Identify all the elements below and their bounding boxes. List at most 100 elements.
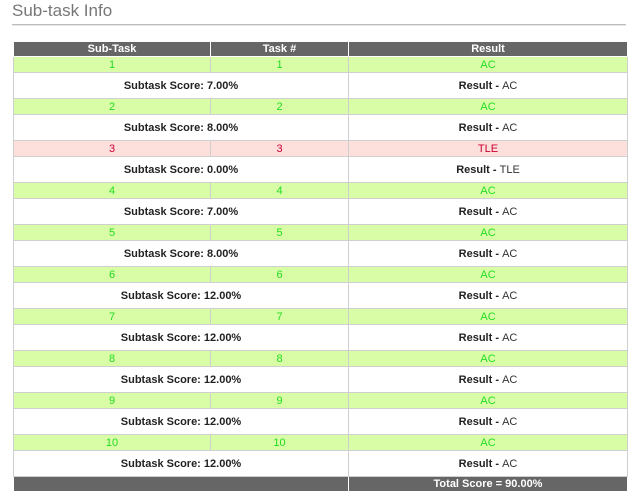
result-label: Result - [458, 121, 503, 134]
result-label: Result - [458, 205, 503, 218]
result-value: AC [502, 205, 518, 218]
subtask-result: Result - AC [348, 408, 628, 435]
subtask-score: Subtask Score: 12.00% [13, 282, 349, 309]
page-title: Sub-task Info [12, 1, 113, 20]
subtask-cell: 4 [13, 182, 211, 199]
subtask-score-row: Subtask Score: 0.00% Result - TLE [13, 156, 628, 183]
result-status-cell: AC [348, 350, 628, 367]
subtask-score-row: Subtask Score: 12.00% Result - AC [13, 282, 628, 309]
result-value: AC [502, 247, 518, 260]
subtask-score: Subtask Score: 12.00% [13, 408, 349, 435]
total-spacer [13, 476, 349, 492]
task-cell: 6 [210, 266, 349, 283]
result-value: AC [502, 373, 518, 386]
subtask-score: Subtask Score: 8.00% [13, 240, 349, 267]
table-row: 1 1 AC [13, 56, 628, 73]
result-label: Result - [458, 247, 503, 260]
subtask-cell: 2 [13, 98, 211, 115]
task-cell: 9 [210, 392, 349, 409]
subtask-cell: 3 [13, 140, 211, 157]
table-row: 7 7 AC [13, 308, 628, 325]
task-cell: 1 [210, 56, 349, 73]
subtask-table: Sub-Task Task # Result 1 1 AC Subtask Score… [13, 41, 628, 492]
subtask-score: Subtask Score: 7.00% [13, 198, 349, 225]
result-value: AC [502, 331, 518, 344]
subtask-cell: 5 [13, 224, 211, 241]
result-label: Result - [458, 331, 503, 344]
subtask-result: Result - AC [348, 324, 628, 351]
subtask-score-row: Subtask Score: 12.00% Result - AC [13, 450, 628, 477]
result-value: AC [502, 289, 518, 302]
subtask-score: Subtask Score: 12.00% [13, 450, 349, 477]
subtask-score: Subtask Score: 7.00% [13, 72, 349, 99]
subtask-score-row: Subtask Score: 12.00% Result - AC [13, 324, 628, 351]
total-row: Total Score = 90.00% [13, 476, 628, 492]
result-label: Result - [458, 415, 503, 428]
result-status-cell: AC [348, 434, 628, 451]
result-status-cell: AC [348, 266, 628, 283]
result-status-cell: AC [348, 182, 628, 199]
table-row: 9 9 AC [13, 392, 628, 409]
subtask-cell: 9 [13, 392, 211, 409]
result-status-cell: AC [348, 224, 628, 241]
result-label: Result - [458, 79, 503, 92]
table-row: 6 6 AC [13, 266, 628, 283]
task-cell: 7 [210, 308, 349, 325]
table-row: 8 8 AC [13, 350, 628, 367]
subtask-score-row: Subtask Score: 8.00% Result - AC [13, 240, 628, 267]
subtask-score-row: Subtask Score: 12.00% Result - AC [13, 366, 628, 393]
subtask-score: Subtask Score: 12.00% [13, 324, 349, 351]
result-status-cell: TLE [348, 140, 628, 157]
task-cell: 10 [210, 434, 349, 451]
result-label: Result - [456, 163, 500, 176]
subtask-result: Result - AC [348, 114, 628, 141]
column-header-result: Result [348, 41, 628, 57]
table-row: 5 5 AC [13, 224, 628, 241]
table-header-row: Sub-Task Task # Result [13, 41, 628, 57]
subtask-score: Subtask Score: 12.00% [13, 366, 349, 393]
result-value: AC [502, 415, 518, 428]
result-value: AC [502, 457, 518, 470]
subtask-score-row: Subtask Score: 7.00% Result - AC [13, 72, 628, 99]
task-cell: 5 [210, 224, 349, 241]
subtask-score: Subtask Score: 0.00% [13, 156, 349, 183]
subtask-score-row: Subtask Score: 8.00% Result - AC [13, 114, 628, 141]
result-label: Result - [458, 289, 503, 302]
result-value: AC [502, 121, 518, 134]
task-cell: 8 [210, 350, 349, 367]
column-header-task: Task # [210, 41, 349, 57]
result-status-cell: AC [348, 98, 628, 115]
result-value: TLE [499, 163, 520, 176]
table-row: 2 2 AC [13, 98, 628, 115]
subtask-cell: 1 [13, 56, 211, 73]
table-row: 10 10 AC [13, 434, 628, 451]
subtask-score-row: Subtask Score: 12.00% Result - AC [13, 408, 628, 435]
title-divider [12, 24, 626, 26]
subtask-cell: 10 [13, 434, 211, 451]
result-value: AC [502, 79, 518, 92]
task-cell: 3 [210, 140, 349, 157]
subtask-score: Subtask Score: 8.00% [13, 114, 349, 141]
subtask-cell: 8 [13, 350, 211, 367]
task-cell: 2 [210, 98, 349, 115]
table-row: 3 3 TLE [13, 140, 628, 157]
total-score: Total Score = 90.00% [348, 476, 628, 492]
result-label: Result - [458, 373, 503, 386]
result-status-cell: AC [348, 56, 628, 73]
subtask-result: Result - AC [348, 240, 628, 267]
result-status-cell: AC [348, 392, 628, 409]
subtask-result: Result - AC [348, 366, 628, 393]
result-label: Result - [458, 457, 503, 470]
subtask-result: Result - AC [348, 198, 628, 225]
subtask-result: Result - AC [348, 450, 628, 477]
table-row: 4 4 AC [13, 182, 628, 199]
subtask-cell: 6 [13, 266, 211, 283]
task-cell: 4 [210, 182, 349, 199]
table-body: 1 1 AC Subtask Score: 7.00% Result - AC 2 2 AC S… [13, 56, 628, 477]
subtask-cell: 7 [13, 308, 211, 325]
subtask-result: Result - TLE [348, 156, 628, 183]
result-status-cell: AC [348, 308, 628, 325]
column-header-subtask: Sub-Task [13, 41, 211, 57]
subtask-score-row: Subtask Score: 7.00% Result - AC [13, 198, 628, 225]
subtask-result: Result - AC [348, 72, 628, 99]
